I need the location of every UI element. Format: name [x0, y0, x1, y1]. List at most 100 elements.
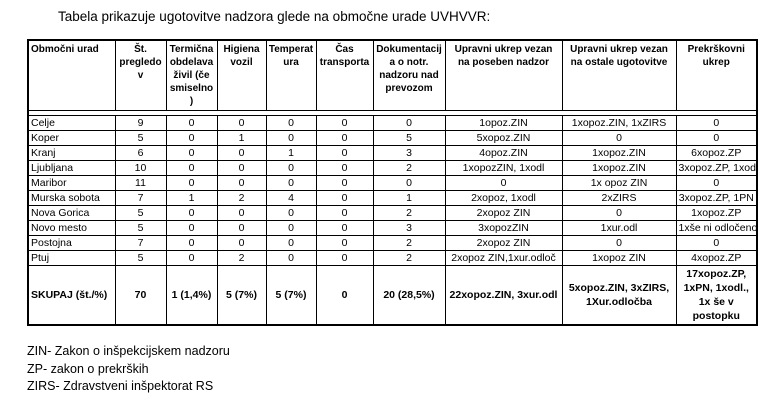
row-label-cell: Maribor — [27, 174, 116, 191]
value-cell: 0 — [315, 219, 374, 236]
legend-line-zp: ZP- zakon o prekrških — [27, 361, 149, 376]
value-cell: 0 — [675, 114, 758, 131]
abbreviation-legend: ZIN- Zakon o inšpekcijskem nadzoru ZP- z… — [27, 343, 230, 396]
total-value-cell: 5 (7%) — [265, 264, 317, 326]
col-header-dokumentacija: Dokumentacija o notr. nadzoru nad prevoz… — [372, 39, 446, 111]
value-cell: 5 — [114, 204, 167, 221]
value-cell: 2 — [372, 249, 446, 266]
value-cell: 0 — [265, 174, 317, 191]
table-row: Murska sobota 7 1 2 4 0 1 2xopoz, 1xodl 2xZIRS 3x… — [27, 189, 758, 206]
value-cell: 0 — [165, 159, 218, 176]
value-cell: 1xopoz ZIN — [561, 249, 677, 266]
table-row: Ptuj 5 0 2 0 0 2 2xopoz ZIN,1xur.odloč 1xopoz ZI… — [27, 249, 758, 266]
col-header-upravni-ukrep-poseben-nadzor: Upravni ukrep vezan na poseben nadzor — [444, 39, 563, 111]
col-header-prekrskovni-ukrep: Prekrškovni ukrep — [675, 39, 758, 111]
value-cell: 0 — [216, 174, 267, 191]
value-cell: 2 — [216, 249, 267, 266]
value-cell: 0 — [165, 114, 218, 131]
value-cell: 0 — [165, 129, 218, 146]
value-cell: 1 — [165, 189, 218, 206]
value-cell: 2 — [372, 204, 446, 221]
total-value-cell: 20 (28,5%) — [372, 264, 446, 326]
value-cell: 11 — [114, 174, 167, 191]
table-header-row: Območni urad Št. pregledov Termična obde… — [27, 39, 758, 111]
legend-line-zirs: ZIRS- Zdravstveni inšpektorat RS — [27, 379, 214, 393]
value-cell: 0 — [265, 234, 317, 251]
value-cell: 4xopoz.ZP — [675, 249, 758, 266]
value-cell: 0 — [216, 204, 267, 221]
value-cell: 3xopozZIN — [444, 219, 563, 236]
table-row: Ljubljana 10 0 0 0 0 2 1xopozZIN, 1xodl 1xopoz.Z… — [27, 159, 758, 176]
value-cell: 1xur.odl — [561, 219, 677, 236]
value-cell: 2xopoz ZIN — [444, 204, 563, 221]
value-cell: 10 — [114, 159, 167, 176]
col-header-cas-transporta: Čas transporta — [315, 39, 374, 111]
row-label-cell: Ljubljana — [27, 159, 116, 176]
value-cell: 7 — [114, 189, 167, 206]
table-header: Območni urad Št. pregledov Termična obde… — [27, 39, 758, 111]
col-header-st-pregledov: Št. pregledov — [114, 39, 167, 111]
value-cell: 0 — [265, 159, 317, 176]
page-title: Tabela prikazuje ugotovitve nadzora gled… — [58, 9, 491, 24]
value-cell: 2xopoz ZIN — [444, 234, 563, 251]
value-cell: 0 — [315, 114, 374, 131]
table-row: Nova Gorica 5 0 0 0 0 2 2xopoz ZIN 0 1xopoz.ZP — [27, 204, 758, 221]
col-header-upravni-ukrep-ostale-ugotovitve: Upravni ukrep vezan na ostale ugotovitve — [561, 39, 677, 111]
value-cell: 0 — [315, 189, 374, 206]
table-row: Maribor 11 0 0 0 0 0 0 1x opoz ZIN 0 — [27, 174, 758, 191]
value-cell: 5 — [372, 129, 446, 146]
value-cell: 0 — [675, 234, 758, 251]
inspection-results-table: Območni urad Št. pregledov Termična obde… — [27, 39, 758, 327]
value-cell: 0 — [216, 219, 267, 236]
value-cell: 0 — [315, 249, 374, 266]
col-header-temperatura: Temperatura — [265, 39, 317, 111]
value-cell: 4 — [265, 189, 317, 206]
row-label-cell: Murska sobota — [27, 189, 116, 206]
row-label-cell: Ptuj — [27, 249, 116, 266]
value-cell: 5xopoz.ZIN — [444, 129, 563, 146]
value-cell: 0 — [444, 174, 563, 191]
table-row: Koper 5 0 1 0 0 5 5xopoz.ZIN 0 0 — [27, 129, 758, 146]
value-cell: 0 — [265, 219, 317, 236]
value-cell: 0 — [315, 129, 374, 146]
value-cell: 0 — [216, 144, 267, 161]
value-cell: 0 — [165, 219, 218, 236]
value-cell: 2xopoz, 1xodl — [444, 189, 563, 206]
table-total-row: SKUPAJ (št./%) 70 1 (1,4%) 5 (7%) 5 (7%) 0 20 … — [27, 264, 758, 326]
value-cell: 2xZIRS — [561, 189, 677, 206]
value-cell: 1xše ni odločeno — [675, 219, 758, 236]
value-cell: 0 — [265, 129, 317, 146]
total-value-cell: 5xopoz.ZIN, 3xZIRS, 1Xur.odločba — [561, 264, 677, 326]
value-cell: 1xopoz.ZIN — [561, 144, 677, 161]
value-cell: 0 — [315, 144, 374, 161]
value-cell: 5 — [114, 219, 167, 236]
total-value-cell: 0 — [315, 264, 374, 326]
value-cell: 1 — [372, 189, 446, 206]
value-cell: 2 — [216, 189, 267, 206]
row-label-cell: Postojna — [27, 234, 116, 251]
value-cell: 0 — [315, 204, 374, 221]
value-cell: 1x opoz ZIN — [561, 174, 677, 191]
value-cell: 0 — [561, 234, 677, 251]
value-cell: 0 — [216, 159, 267, 176]
value-cell: 2xopoz ZIN,1xur.odloč — [444, 249, 563, 266]
row-label-cell: Novo mesto — [27, 219, 116, 236]
value-cell: 1xopoz.ZP — [675, 204, 758, 221]
value-cell: 0 — [315, 174, 374, 191]
value-cell: 0 — [165, 249, 218, 266]
value-cell: 0 — [165, 174, 218, 191]
value-cell: 0 — [265, 204, 317, 221]
value-cell: 0 — [675, 129, 758, 146]
value-cell: 3xopoz.ZP, 1PN — [675, 189, 758, 206]
value-cell: 5 — [114, 129, 167, 146]
total-value-cell: 22xopoz.ZIN, 3xur.odl — [444, 264, 563, 326]
value-cell: 0 — [165, 234, 218, 251]
value-cell: 0 — [372, 114, 446, 131]
value-cell: 0 — [315, 159, 374, 176]
value-cell: 0 — [561, 204, 677, 221]
value-cell: 2 — [372, 159, 446, 176]
value-cell: 1xopoz.ZIN, 1xZIRS — [561, 114, 677, 131]
table-row: Celje 9 0 0 0 0 0 1opoz.ZIN 1xopoz.ZIN, 1xZIRS 0 — [27, 114, 758, 131]
table-row: Postojna 7 0 0 0 0 2 2xopoz ZIN 0 0 — [27, 234, 758, 251]
value-cell: 0 — [165, 144, 218, 161]
